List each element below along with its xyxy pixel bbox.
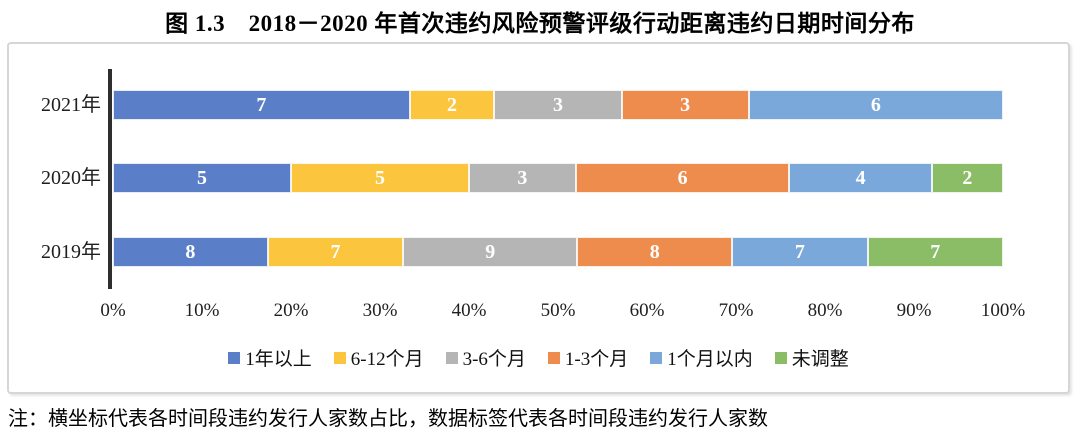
x-axis-tick-label: 80% (807, 300, 843, 321)
bar-segment: 7 (267, 237, 404, 267)
bar-segment: 4 (789, 163, 932, 193)
bar-data-label: 6 (677, 167, 688, 189)
bar-data-label: 2 (962, 167, 973, 189)
bar-data-label: 5 (375, 167, 385, 189)
legend-label: 3-6个月 (462, 349, 526, 370)
bar-segment: 2 (409, 90, 495, 120)
legend-label: 6-12个月 (350, 349, 424, 370)
legend-swatch-icon (333, 351, 346, 364)
chart-legend: 1年以上 6-12个月 3-6个月 1-3个月 1个月以内 未调整 (9, 344, 1068, 371)
x-axis-tick-label: 20% (273, 300, 309, 321)
bar-segment: 3 (494, 90, 622, 120)
legend-swatch-icon (445, 351, 458, 364)
legend-swatch-icon (774, 351, 787, 364)
x-axis-tick-label: 100% (980, 300, 1026, 321)
footnote: 注：横坐标代表各时间段违约发行人家数占比，数据标签代表各时间段违约发行人家数 (8, 408, 768, 430)
legend-label: 1个月以内 (667, 349, 753, 370)
legend-item: 未调整 (774, 344, 849, 371)
bar-segment: 7 (867, 237, 1003, 267)
bar-segment: 7 (732, 237, 868, 267)
bar-data-label: 3 (680, 94, 691, 116)
x-axis-tick-label: 70% (718, 300, 754, 321)
legend-item: 3-6个月 (445, 344, 526, 371)
x-axis-tick-label: 30% (362, 300, 398, 321)
legend-swatch-icon (228, 351, 241, 364)
bar-data-label: 7 (330, 241, 341, 263)
bar-segment: 6 (575, 163, 790, 193)
legend-label: 1-3个月 (564, 349, 629, 370)
legend-item: 6-12个月 (333, 344, 424, 371)
bar-segment: 3 (469, 163, 576, 193)
category-label: 2019年 (41, 241, 101, 263)
bar-data-label: 4 (855, 167, 866, 189)
legend-item: 1-3个月 (547, 344, 629, 371)
bar-data-label: 7 (256, 94, 267, 116)
x-axis-tick-label: 90% (896, 300, 932, 321)
bar-segment: 8 (113, 237, 268, 267)
bar-segment: 8 (577, 237, 733, 267)
x-axis-tick-label: 50% (540, 300, 576, 321)
bar-data-label: 3 (517, 167, 528, 189)
x-axis-tick-label: 40% (451, 300, 487, 321)
bar-row: 8 7 9 8 7 7 (113, 237, 1003, 267)
legend-swatch-icon (650, 351, 663, 364)
bar-data-label: 2 (447, 94, 458, 116)
bar-segment: 5 (113, 163, 291, 193)
bar-segment: 2 (931, 163, 1003, 193)
bar-data-label: 8 (185, 241, 196, 263)
bar-segment: 3 (621, 90, 749, 120)
bar-segment: 5 (291, 163, 469, 193)
legend-label: 未调整 (791, 349, 849, 370)
bar-data-label: 8 (649, 241, 660, 263)
legend-item: 1个月以内 (650, 344, 753, 371)
category-label: 2020年 (41, 167, 101, 189)
bar-segment: 7 (113, 90, 410, 120)
chart-plot-area: 2021年 2020年 2019年 7 2 3 3 6 5 5 3 6 4 2 8 7 9 8 7 7 0% 10% 2… (7, 42, 1070, 394)
bar-data-label: 7 (794, 241, 805, 263)
legend-swatch-icon (547, 351, 560, 364)
figure-title: 图 1.3 2018－2020 年首次违约风险预警评级行动距离违约日期时间分布 (165, 11, 915, 36)
x-axis-tick-label: 10% (184, 300, 220, 321)
bar-row: 7 2 3 3 6 (113, 90, 1003, 120)
legend-item: 1年以上 (228, 344, 312, 371)
bar-data-label: 9 (485, 241, 496, 263)
bar-data-label: 7 (930, 241, 941, 263)
bar-segment: 9 (403, 237, 578, 267)
x-axis-tick-label: 0% (100, 300, 126, 321)
category-label: 2021年 (41, 94, 101, 116)
bar-row: 5 5 3 6 4 2 (113, 163, 1003, 193)
bar-data-label: 6 (870, 94, 881, 116)
y-axis-line (108, 69, 112, 289)
bar-data-label: 3 (553, 94, 563, 116)
bar-segment: 6 (748, 90, 1003, 120)
bar-data-label: 5 (197, 167, 207, 189)
legend-label: 1年以上 (245, 349, 312, 370)
x-axis-tick-label: 60% (629, 300, 665, 321)
